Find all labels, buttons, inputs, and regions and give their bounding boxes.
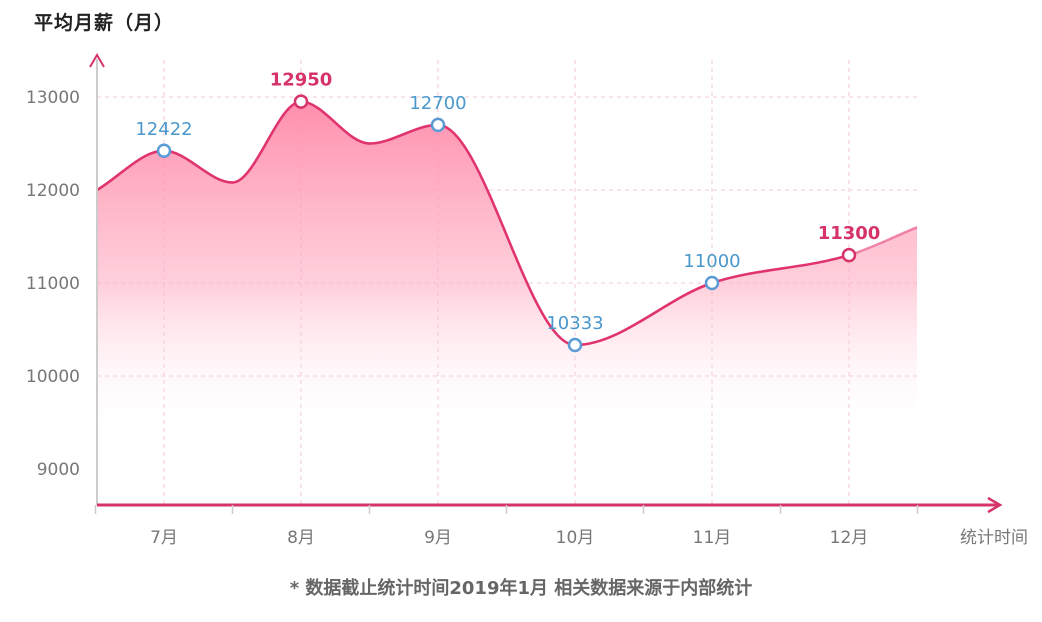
data-label: 12700: [409, 93, 466, 114]
data-point-marker: [704, 275, 720, 291]
area-fill: [97, 101, 917, 436]
x-tick-label: 7月: [150, 528, 178, 548]
data-labels: 12422 12950 12700 10333 11000 11300: [135, 70, 880, 334]
data-label: 10333: [546, 313, 603, 334]
x-tick-label: 9月: [424, 528, 452, 548]
x-axis-arrow: [987, 496, 1003, 514]
y-axis-title: 平均月薪（月）: [34, 12, 175, 34]
data-label: 12422: [135, 119, 192, 140]
x-tick-label: 11月: [693, 528, 732, 548]
y-tick-label: 11000: [26, 274, 80, 294]
data-point-marker: [156, 143, 172, 159]
x-tick-label: 8月: [287, 528, 315, 548]
x-axis-title: 统计时间: [960, 528, 1028, 548]
y-axis-arrow: [89, 53, 105, 68]
footnote: * 数据截止统计时间2019年1月 相关数据来源于内部统计: [289, 578, 753, 599]
x-tick-label: 10月: [556, 528, 595, 548]
data-point-marker: [293, 94, 309, 109]
y-tick-label: 10000: [26, 367, 80, 387]
data-label: 11000: [683, 251, 740, 272]
data-label: 12950: [270, 70, 333, 91]
area-fill-layer: [96, 100, 918, 436]
y-tick-label: 13000: [26, 88, 80, 108]
data-point-marker: [430, 117, 446, 133]
data-label: 11300: [818, 223, 881, 244]
axes: 9000 10000 11000 12000 13000 7月 8月 9月 10月 11月 12月 统…: [26, 53, 1028, 548]
data-markers: [156, 94, 857, 353]
x-tick-label: 12月: [830, 528, 869, 548]
y-tick-label: 12000: [26, 181, 80, 201]
y-tick-label: 9000: [37, 460, 80, 480]
data-point-marker: [567, 337, 583, 353]
data-point-marker: [841, 247, 857, 263]
